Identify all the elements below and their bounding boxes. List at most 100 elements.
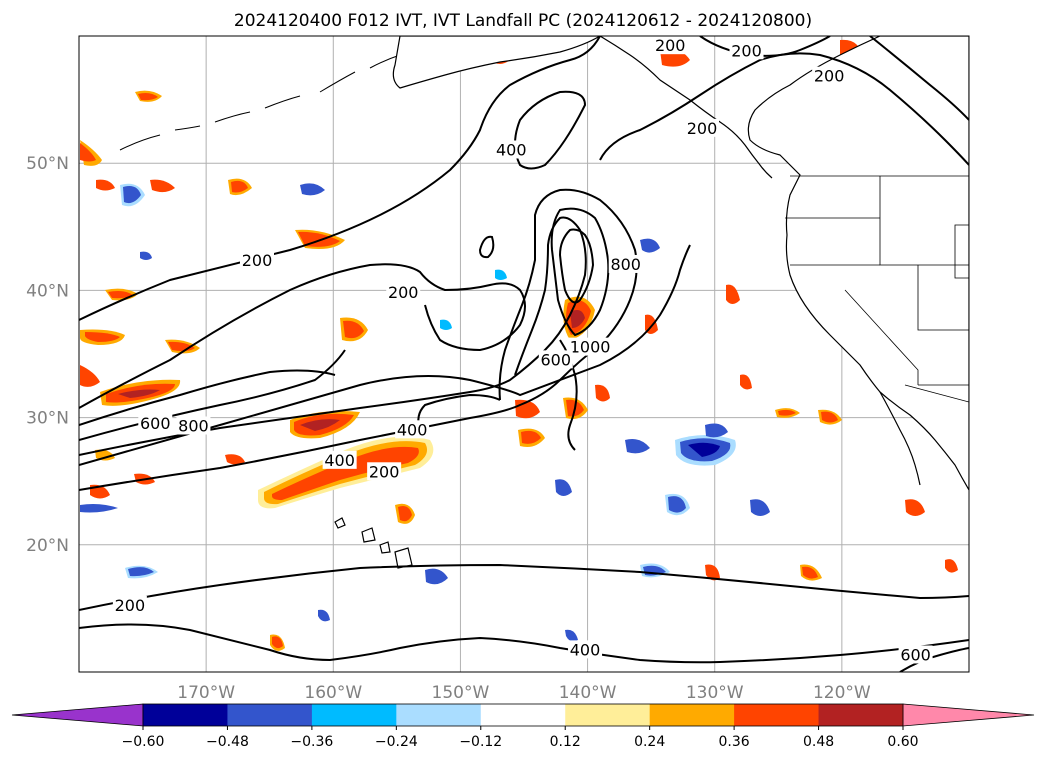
positive-blob xyxy=(272,446,419,500)
longitude-tick-label: 120°W xyxy=(813,683,871,703)
positive-blob xyxy=(398,506,412,522)
contour-line xyxy=(79,263,526,409)
latitude-tick-label: 30°N xyxy=(26,409,69,429)
contour-line xyxy=(558,228,595,304)
contour-label-background xyxy=(568,337,613,356)
colorbar-segment xyxy=(311,704,397,726)
positive-blob xyxy=(343,320,364,339)
latitude-labels: 50°N 40°N 30°N 20°N xyxy=(26,154,69,556)
positive-blob xyxy=(821,411,838,423)
contour-label-background xyxy=(568,640,603,659)
positive-blob xyxy=(298,231,340,247)
colorbar-segment xyxy=(227,704,313,726)
contour-label-text: 800 xyxy=(610,255,641,274)
contour-label-background xyxy=(386,282,421,301)
aleutian-islands xyxy=(119,54,401,151)
contour-label: 800 xyxy=(176,416,211,436)
contour-line xyxy=(869,36,969,121)
contour-label: 600 xyxy=(898,645,933,664)
negative-blob xyxy=(128,567,154,577)
longitude-tick-label: 160°W xyxy=(304,683,362,703)
state-border xyxy=(844,289,919,385)
contour-label-text: 200 xyxy=(242,251,273,270)
contour-label-text: 600 xyxy=(900,645,931,664)
longitude-tick-label: 150°W xyxy=(432,683,490,703)
state-border xyxy=(904,384,969,403)
latitude-tick-label: 50°N xyxy=(26,154,69,174)
contour-label: 400 xyxy=(494,140,529,159)
positive-blob xyxy=(802,566,818,579)
contour-label-text: 400 xyxy=(324,451,355,470)
positive-blob xyxy=(138,93,158,101)
positive-blob xyxy=(150,179,175,193)
contour-label-text: 200 xyxy=(687,119,718,138)
colorbar-tick-label: 0.12 xyxy=(550,734,581,750)
colorbar-segment xyxy=(734,704,820,726)
contour-line xyxy=(79,216,587,456)
colorbar-tick-label: −0.12 xyxy=(459,734,502,750)
negative-blob xyxy=(705,423,728,438)
contour-label-background xyxy=(685,118,719,137)
negative-blob xyxy=(300,183,325,196)
north-america-land xyxy=(747,36,969,492)
contour-label-text: 400 xyxy=(397,420,428,439)
contour-label: 800 xyxy=(608,254,643,274)
contour-label-background xyxy=(176,416,211,435)
contour-label: 200 xyxy=(685,118,719,138)
baja-california xyxy=(879,391,921,486)
colorbar-segment xyxy=(396,704,482,726)
contour-line xyxy=(79,563,969,611)
negative-blob xyxy=(318,609,330,622)
contour-label-background xyxy=(812,66,847,85)
negative-blob xyxy=(140,251,152,260)
positive-blob xyxy=(300,419,340,431)
colorbar-extend-low xyxy=(11,703,144,727)
longitude-tick-label: 130°W xyxy=(686,683,744,703)
positive-blob xyxy=(705,564,720,581)
colorbar-outline xyxy=(142,703,904,727)
colorbar-tick-label: −0.24 xyxy=(375,734,418,750)
longitude-tick-label: 170°W xyxy=(177,683,235,703)
latitude-tick-label: 40°N xyxy=(26,281,69,301)
longitude-labels: 170°W 160°W 150°W 140°W 130°W 120°W xyxy=(177,683,871,703)
negative-blob xyxy=(688,442,720,457)
contour-label: 200 xyxy=(386,282,421,302)
colorbar-segment xyxy=(565,704,651,726)
colorbar-tick-label: 0.60 xyxy=(887,734,918,750)
contour-label: 200 xyxy=(812,66,847,86)
contour-line xyxy=(514,90,587,170)
colorbar-tick-label: −0.60 xyxy=(122,734,165,750)
state-borders xyxy=(785,175,969,403)
negative-blob xyxy=(750,499,770,516)
contour-label: 200 xyxy=(240,251,274,270)
contour-label-text: 200 xyxy=(388,283,419,302)
positive-blob xyxy=(905,499,925,516)
negative-blob xyxy=(555,479,572,496)
colorbar-extend-high xyxy=(902,703,1035,727)
chart-title: 2024120400 F012 IVT, IVT Landfall PC (20… xyxy=(234,11,812,31)
contour-label-background xyxy=(608,254,643,273)
contour-label-text: 200 xyxy=(731,41,762,60)
contour-line xyxy=(79,36,601,321)
contour-label-background xyxy=(367,462,402,481)
state-border xyxy=(917,265,969,331)
latitude-tick-label: 20°N xyxy=(26,536,69,556)
contour-label-text: 600 xyxy=(140,414,171,433)
state-border xyxy=(954,224,969,279)
negative-blob xyxy=(668,496,686,513)
contour-label-text: 200 xyxy=(369,462,400,481)
contour-label-text: 800 xyxy=(178,417,209,436)
positive-blob xyxy=(570,310,585,328)
contour-label-text: 200 xyxy=(655,36,686,55)
negative-blob xyxy=(425,568,448,585)
positive-blob xyxy=(80,365,100,387)
positive-blob xyxy=(85,332,120,342)
contour-label-background xyxy=(240,251,274,270)
contour-label: 200 xyxy=(653,36,688,55)
colorbar-segment xyxy=(649,704,735,726)
contour-label: 200 xyxy=(112,595,147,615)
contour-label-background xyxy=(395,420,430,439)
colorbar: −0.60 −0.48 −0.36 −0.24 −0.12 0.12 0.24 0.36 0.4… xyxy=(11,703,1035,750)
contour-label-background xyxy=(729,41,764,60)
negative-blob xyxy=(80,504,118,513)
